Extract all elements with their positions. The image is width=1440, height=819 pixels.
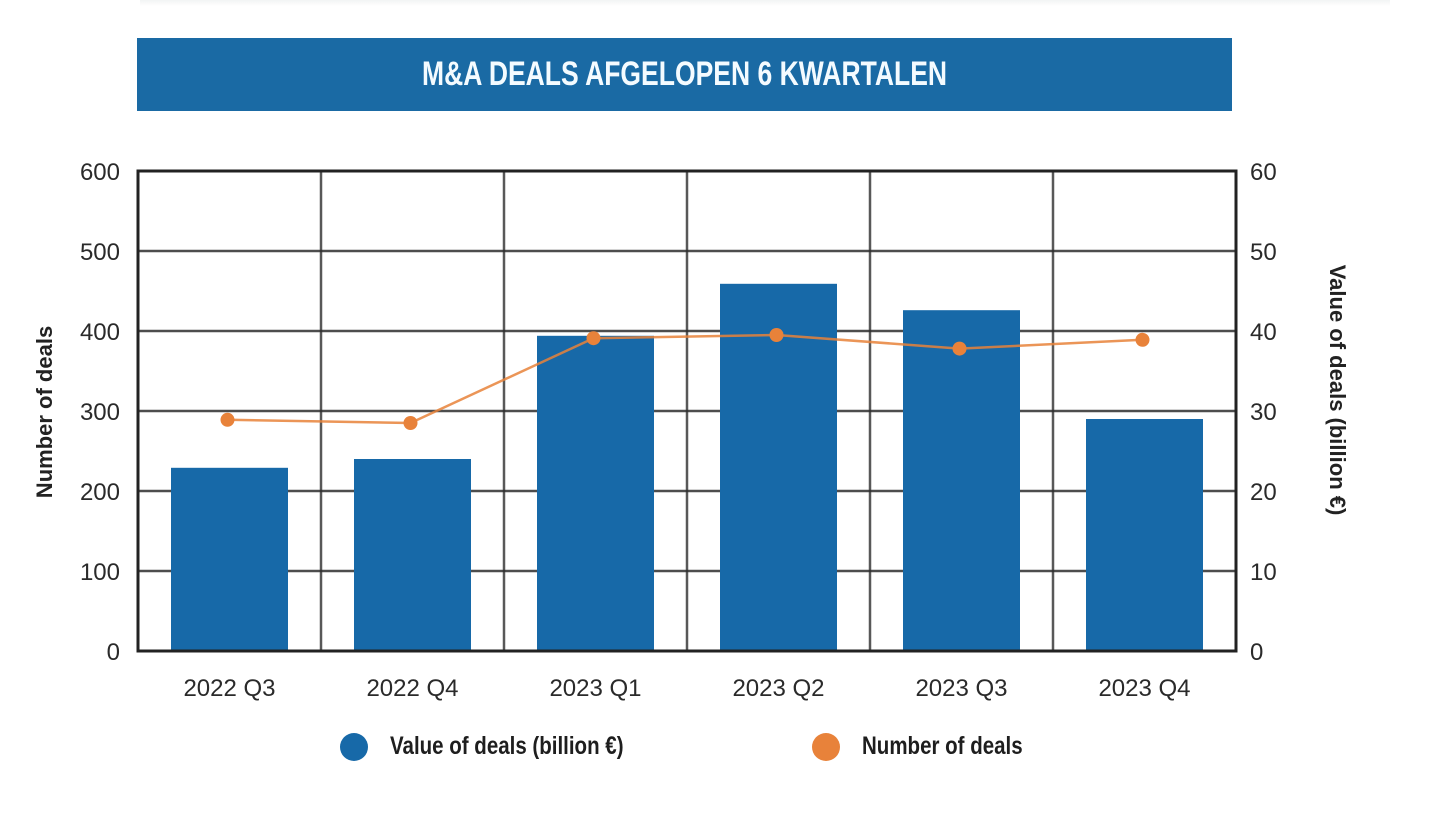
legend-item-number: Number of deals xyxy=(812,732,1058,761)
x-tick-label: 2022 Q4 xyxy=(366,675,458,702)
bar-layer xyxy=(171,283,1203,651)
chart-title-banner: M&A DEALS AFGELOPEN 6 KWARTALEN xyxy=(137,38,1232,111)
right-tick-label: 50 xyxy=(1250,239,1277,266)
legend-marker-number xyxy=(812,732,840,761)
x-axis-ticks: 2022 Q3 2022 Q4 2023 Q1 2023 Q2 2023 Q3 2023 … xyxy=(183,675,1190,702)
point-number-of-deals xyxy=(1135,332,1150,347)
right-tick-label: 20 xyxy=(1250,479,1277,506)
legend-marker-value xyxy=(340,732,368,761)
plot-border xyxy=(136,169,1238,653)
left-tick-label: 0 xyxy=(107,639,120,666)
left-tick-label: 300 xyxy=(80,399,120,426)
point-number-of-deals xyxy=(220,412,235,427)
left-tick-label: 100 xyxy=(80,559,120,586)
chart-title: M&A DEALS AFGELOPEN 6 KWARTALEN xyxy=(421,55,947,93)
point-number-of-deals xyxy=(769,328,784,342)
bar-value-of-deals xyxy=(537,335,654,651)
bar-value-of-deals xyxy=(903,310,1020,651)
legend: Value of deals (billion €) Number of dea… xyxy=(340,732,1100,772)
left-tick-label: 200 xyxy=(80,479,120,506)
bar-value-of-deals xyxy=(354,459,471,651)
point-number-of-deals xyxy=(586,331,601,346)
legend-label-value: Value of deals (billion €) xyxy=(390,732,624,760)
line-number-of-deals xyxy=(227,333,1143,425)
right-tick-label: 40 xyxy=(1250,319,1277,346)
right-tick-label: 0 xyxy=(1250,639,1263,666)
point-number-of-deals xyxy=(952,341,967,356)
left-axis-title: Number of deals xyxy=(32,326,57,498)
bar-value-of-deals xyxy=(720,283,837,651)
plot-frame xyxy=(136,169,1238,653)
right-tick-label: 10 xyxy=(1250,559,1277,586)
x-tick-label: 2023 Q1 xyxy=(549,675,641,702)
line-layer xyxy=(220,328,1150,430)
top-divider xyxy=(140,0,1390,6)
left-tick-label: 600 xyxy=(80,159,120,186)
legend-item-value: Value of deals (billion €) xyxy=(340,732,675,761)
x-tick-label: 2023 Q2 xyxy=(732,675,824,702)
left-tick-label: 500 xyxy=(80,239,120,266)
grid-layer xyxy=(138,169,1236,653)
right-tick-label: 60 xyxy=(1250,159,1277,186)
right-tick-label: 30 xyxy=(1250,399,1277,426)
legend-label-number: Number of deals xyxy=(862,732,1023,760)
x-tick-label: 2023 Q4 xyxy=(1098,675,1190,702)
left-axis-ticks: 0 100 200 300 400 500 600 xyxy=(80,159,120,666)
x-tick-label: 2022 Q3 xyxy=(183,675,275,702)
right-axis-title: Value of deals (billion €) xyxy=(1325,265,1350,516)
right-axis-ticks: 0 10 20 30 40 50 60 xyxy=(1250,159,1277,666)
point-number-of-deals xyxy=(403,416,418,430)
bar-value-of-deals xyxy=(1086,419,1203,651)
left-tick-label: 400 xyxy=(80,319,120,346)
bar-value-of-deals xyxy=(171,467,288,651)
x-tick-label: 2023 Q3 xyxy=(915,675,1007,702)
